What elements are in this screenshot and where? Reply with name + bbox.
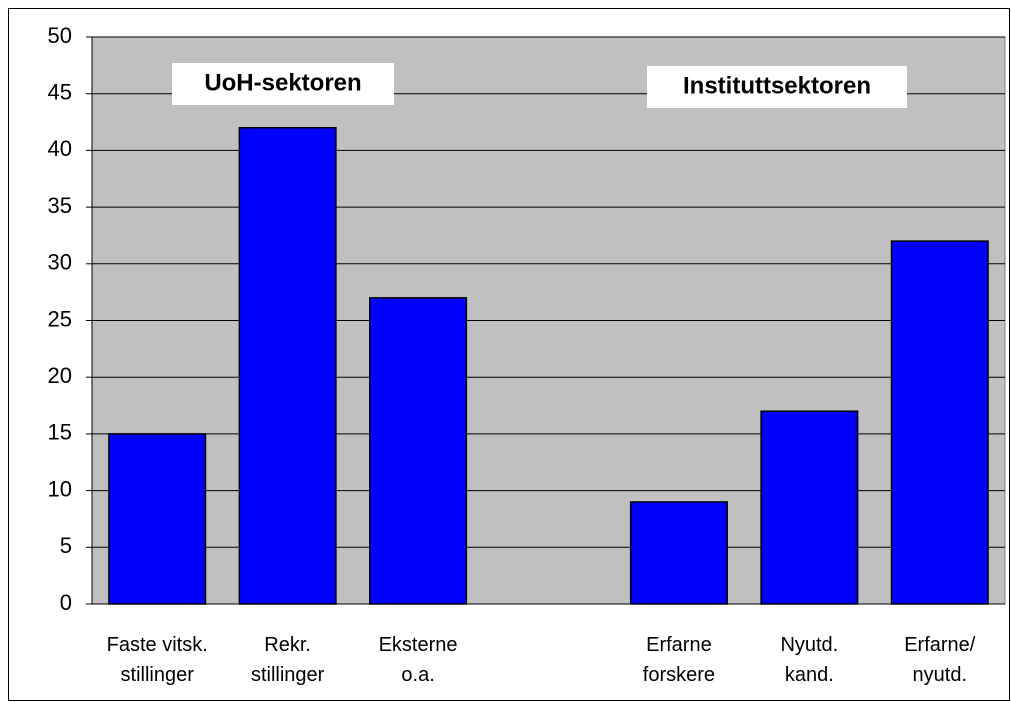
bar (760, 410, 859, 605)
y-tick-label: 20 (48, 363, 72, 388)
y-tick-label: 50 (48, 23, 72, 48)
y-tick-label: 25 (48, 306, 72, 331)
y-tick-label: 0 (60, 590, 72, 615)
y-tick-label: 30 (48, 250, 72, 275)
bar (629, 501, 728, 605)
annotation-box (172, 63, 394, 105)
x-tick-label: Faste vitsk. stillinger (107, 634, 208, 686)
bar (890, 240, 989, 605)
annotation: UoH-sektoren (204, 69, 361, 96)
x-tick-label: Erfarne forskere (643, 634, 715, 686)
annotation-box (647, 66, 907, 108)
x-tick-label: Rekr. stillinger (251, 634, 325, 686)
y-tick-label: 35 (48, 193, 72, 218)
x-tick-label: Erfarne/nyutd. (904, 634, 976, 686)
y-tick-label: 5 (60, 533, 72, 558)
y-tick-label: 15 (48, 420, 72, 445)
bar (369, 297, 468, 605)
y-tick-label: 10 (48, 476, 72, 501)
y-tick-label: 40 (48, 136, 72, 161)
x-tick-label: Eksterne o.a. (379, 634, 458, 686)
annotation: Instituttsektoren (683, 72, 871, 99)
y-tick-label: 45 (48, 80, 72, 105)
x-tick-label: Nyutd. kand. (780, 634, 838, 686)
bar (238, 126, 337, 605)
bar (108, 433, 207, 605)
